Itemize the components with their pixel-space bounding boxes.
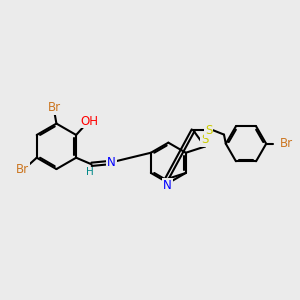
Text: S: S	[201, 134, 209, 146]
Text: N: N	[107, 156, 116, 169]
Text: N: N	[163, 179, 172, 192]
Text: Br: Br	[280, 137, 293, 150]
Text: S: S	[205, 124, 212, 137]
Text: OH: OH	[80, 115, 98, 128]
Text: H: H	[86, 167, 94, 177]
Text: Br: Br	[16, 163, 29, 176]
Text: Br: Br	[48, 101, 61, 114]
